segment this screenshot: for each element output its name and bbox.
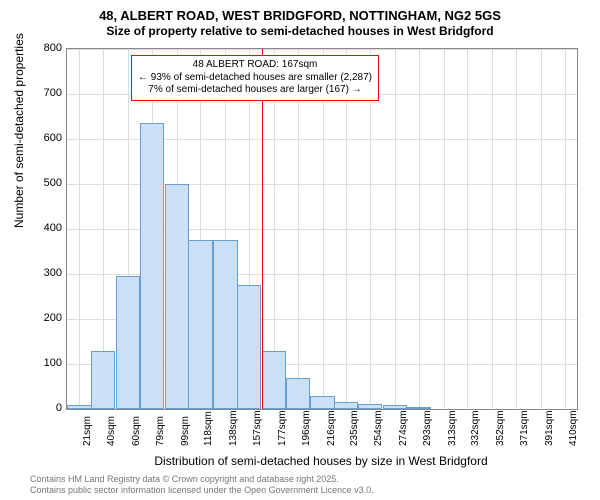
xtick-label: 410sqm xyxy=(568,410,579,446)
xtick-label: 332sqm xyxy=(470,410,481,446)
gridline-v xyxy=(492,49,493,409)
gridline-v xyxy=(467,49,468,409)
gridline-v xyxy=(444,49,445,409)
histogram-bar xyxy=(406,407,430,409)
ytick-label: 100 xyxy=(32,357,62,369)
xtick-label: 196sqm xyxy=(301,410,312,446)
chart-title: 48, ALBERT ROAD, WEST BRIDGFORD, NOTTING… xyxy=(0,8,600,23)
histogram-bar xyxy=(310,396,334,410)
xtick-label: 99sqm xyxy=(180,416,191,446)
histogram-bar xyxy=(358,404,382,409)
histogram-bar xyxy=(262,351,286,410)
xtick-label: 313sqm xyxy=(447,410,458,446)
gridline-v xyxy=(346,49,347,409)
ytick-label: 600 xyxy=(32,132,62,144)
histogram-chart: 48, ALBERT ROAD, WEST BRIDGFORD, NOTTING… xyxy=(0,0,600,500)
annotation-line3: 7% of semi-detached houses are larger (1… xyxy=(138,84,372,97)
xtick-label: 118sqm xyxy=(203,411,214,446)
xtick-label: 216sqm xyxy=(326,410,337,446)
ytick-label: 400 xyxy=(32,222,62,234)
xtick-label: 254sqm xyxy=(373,410,384,446)
annotation-line1: 48 ALBERT ROAD: 167sqm xyxy=(138,59,372,72)
ytick-label: 500 xyxy=(32,177,62,189)
histogram-bar xyxy=(237,285,261,409)
xtick-label: 293sqm xyxy=(422,410,433,446)
xtick-label: 138sqm xyxy=(228,410,239,446)
ytick-label: 700 xyxy=(32,87,62,99)
chart-subtitle: Size of property relative to semi-detach… xyxy=(0,24,600,38)
plot-area: 48 ALBERT ROAD: 167sqm← 93% of semi-deta… xyxy=(66,48,578,410)
xtick-label: 60sqm xyxy=(131,416,142,446)
xtick-label: 21sqm xyxy=(82,416,93,446)
histogram-bar xyxy=(383,405,407,410)
xtick-label: 235sqm xyxy=(349,410,360,446)
footer-line2: Contains public sector information licen… xyxy=(30,485,374,496)
gridline-v xyxy=(79,49,80,409)
annotation-box: 48 ALBERT ROAD: 167sqm← 93% of semi-deta… xyxy=(131,55,379,101)
gridline-v xyxy=(565,49,566,409)
gridline-v xyxy=(541,49,542,409)
ytick-label: 0 xyxy=(32,402,62,414)
histogram-bar xyxy=(140,123,164,409)
histogram-bar xyxy=(286,378,310,410)
gridline-v xyxy=(395,49,396,409)
xtick-label: 352sqm xyxy=(495,410,506,446)
gridline-v xyxy=(419,49,420,409)
histogram-bar xyxy=(165,184,189,409)
xtick-label: 157sqm xyxy=(252,410,263,446)
ytick-label: 200 xyxy=(32,312,62,324)
histogram-bar xyxy=(188,240,212,409)
reference-line xyxy=(262,49,263,409)
xtick-label: 79sqm xyxy=(155,416,166,446)
gridline-v xyxy=(370,49,371,409)
y-axis-label: Number of semi-detached properties xyxy=(12,33,26,228)
gridline-v xyxy=(298,49,299,409)
annotation-line2: ← 93% of semi-detached houses are smalle… xyxy=(138,72,372,85)
xtick-label: 274sqm xyxy=(398,410,409,446)
xtick-label: 371sqm xyxy=(519,410,530,446)
chart-footer: Contains HM Land Registry data © Crown c… xyxy=(30,474,374,496)
histogram-bar xyxy=(67,405,91,410)
histogram-bar xyxy=(91,351,115,410)
ytick-label: 800 xyxy=(32,42,62,54)
x-axis-label: Distribution of semi-detached houses by … xyxy=(66,454,576,468)
gridline-v xyxy=(516,49,517,409)
xtick-label: 391sqm xyxy=(544,410,555,446)
histogram-bar xyxy=(116,276,140,409)
ytick-label: 300 xyxy=(32,267,62,279)
footer-line1: Contains HM Land Registry data © Crown c… xyxy=(30,474,374,485)
histogram-bar xyxy=(334,402,358,409)
xtick-label: 40sqm xyxy=(106,416,117,446)
histogram-bar xyxy=(213,240,237,409)
xtick-label: 177sqm xyxy=(277,410,288,446)
gridline-v xyxy=(323,49,324,409)
